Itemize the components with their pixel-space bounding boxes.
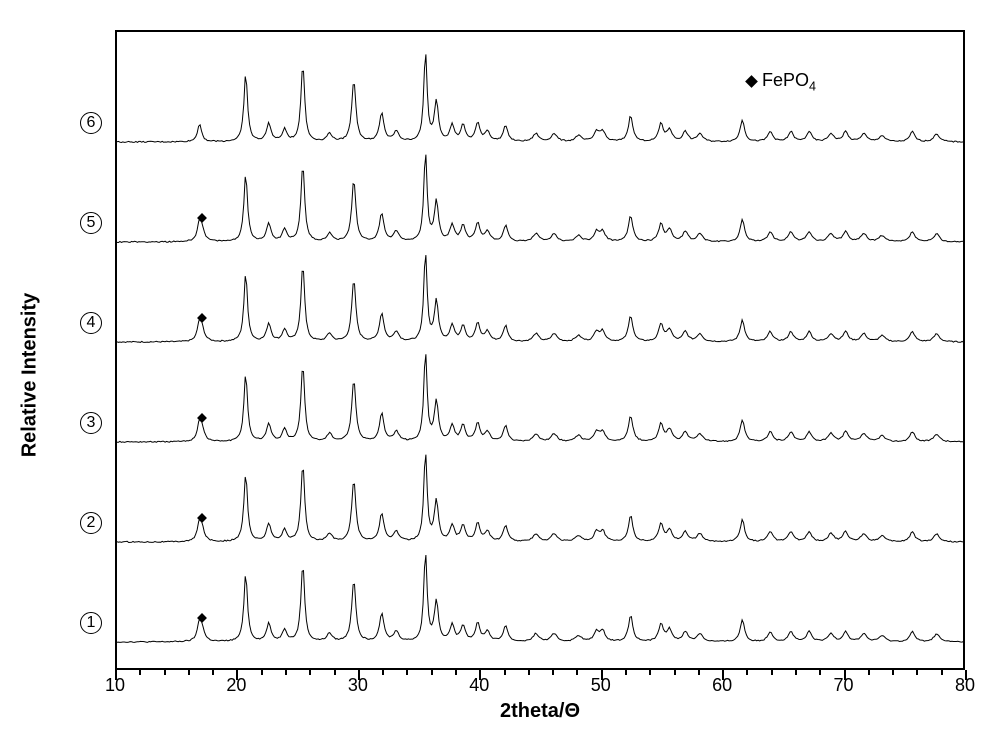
x-tick-minor: [941, 670, 943, 675]
trace-label-5: 5: [80, 212, 102, 234]
x-tick-minor: [576, 670, 578, 675]
x-tick-minor: [382, 670, 384, 675]
xrd-trace-6: [117, 32, 965, 670]
trace-label-4: 4: [80, 312, 102, 334]
x-tick-minor: [746, 670, 748, 675]
x-tick-minor: [455, 670, 457, 675]
x-tick-label: 40: [459, 675, 499, 696]
x-tick-minor: [528, 670, 530, 675]
trace-label-1: 1: [80, 612, 102, 634]
y-axis-label: Relative Intensity: [19, 293, 42, 458]
x-tick-label: 20: [216, 675, 256, 696]
x-tick-label: 70: [824, 675, 864, 696]
x-tick-minor: [504, 670, 506, 675]
x-tick-minor: [188, 670, 190, 675]
x-tick-minor: [698, 670, 700, 675]
trace-label-3: 3: [80, 412, 102, 434]
x-tick-label: 50: [581, 675, 621, 696]
x-tick-minor: [212, 670, 214, 675]
x-tick-label: 10: [95, 675, 135, 696]
trace-label-6: 6: [80, 112, 102, 134]
plot-area: FePO4: [115, 30, 965, 670]
x-tick-minor: [916, 670, 918, 675]
x-tick-minor: [164, 670, 166, 675]
trace-label-2: 2: [80, 512, 102, 534]
x-axis-label: 2theta/Θ: [115, 700, 965, 723]
x-tick-minor: [795, 670, 797, 675]
x-tick-minor: [819, 670, 821, 675]
x-tick-minor: [139, 670, 141, 675]
x-tick-minor: [649, 670, 651, 675]
x-tick-minor: [261, 670, 263, 675]
x-tick-minor: [406, 670, 408, 675]
x-tick-minor: [625, 670, 627, 675]
x-tick-minor: [431, 670, 433, 675]
x-tick-minor: [334, 670, 336, 675]
x-tick-label: 30: [338, 675, 378, 696]
chart-container: Relative Intensity FePO4 2theta/Θ 102030…: [40, 20, 980, 730]
x-tick-minor: [552, 670, 554, 675]
x-tick-minor: [892, 670, 894, 675]
x-tick-minor: [309, 670, 311, 675]
x-tick-minor: [285, 670, 287, 675]
x-tick-minor: [868, 670, 870, 675]
x-tick-label: 60: [702, 675, 742, 696]
x-tick-minor: [674, 670, 676, 675]
x-tick-label: 80: [945, 675, 985, 696]
x-tick-minor: [771, 670, 773, 675]
